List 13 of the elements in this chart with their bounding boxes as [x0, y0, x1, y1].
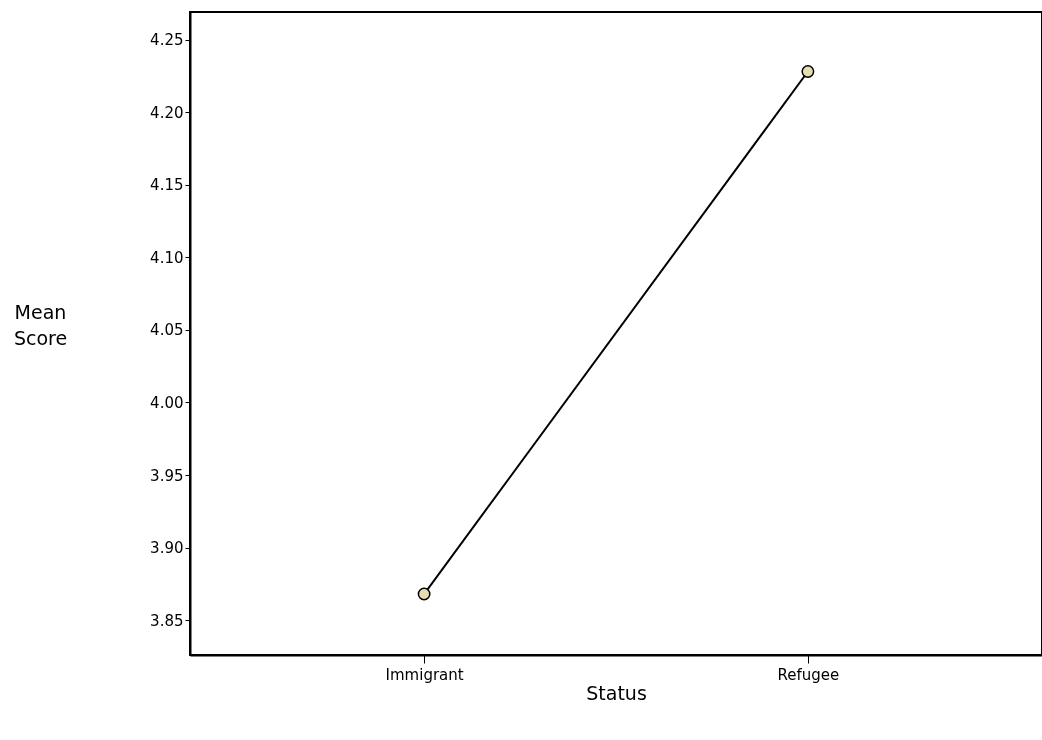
y-tick-label: 4.20 [150, 103, 184, 122]
y-tick-label: 4.00 [150, 393, 184, 412]
x-tick-label: Refugee [777, 665, 840, 684]
x-tick-label: Immigrant [385, 665, 464, 684]
y-tick-label: 4.15 [150, 176, 184, 195]
y-tick-label: 3.90 [150, 539, 184, 558]
y-tick-label: 3.85 [150, 611, 184, 630]
x-axis-title: Status [586, 681, 647, 704]
y-tick-label: 4.05 [150, 321, 184, 340]
y-tick-label: 3.95 [150, 466, 184, 485]
y-tick-label: 4.10 [150, 248, 184, 267]
y-axis-title: Mean Score [13, 300, 68, 349]
y-tick-label: 4.25 [150, 31, 184, 50]
